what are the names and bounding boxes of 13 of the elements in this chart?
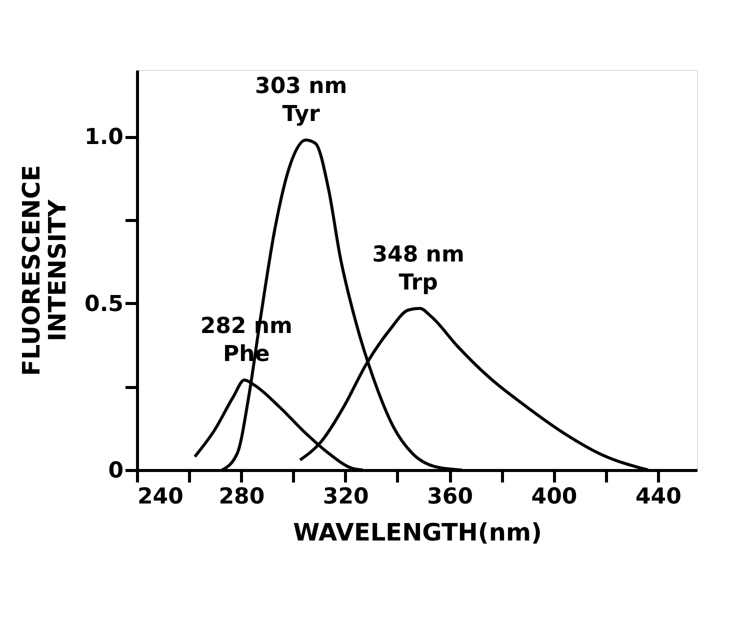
annotation: 303 nm Tyr xyxy=(255,74,348,127)
annotation: 348 nm Trp xyxy=(372,242,464,296)
y-tick-label: 1.0 xyxy=(84,125,124,150)
y-tick-label: 0 xyxy=(108,458,124,484)
y-tick-label: 0.5 xyxy=(84,292,124,317)
x-tick-label: 440 xyxy=(635,484,682,510)
x-tick-label: 360 xyxy=(427,484,474,510)
x-tick-label: 400 xyxy=(531,484,578,510)
x-tick-label: 240 xyxy=(138,484,184,510)
x-axis-title: WAVELENGTH(nm) xyxy=(293,518,542,546)
y-axis-title: FLUORESCENCE INTENSITY xyxy=(18,165,72,376)
x-tick-label: 320 xyxy=(322,484,369,510)
x-tick-label: 280 xyxy=(218,484,265,510)
